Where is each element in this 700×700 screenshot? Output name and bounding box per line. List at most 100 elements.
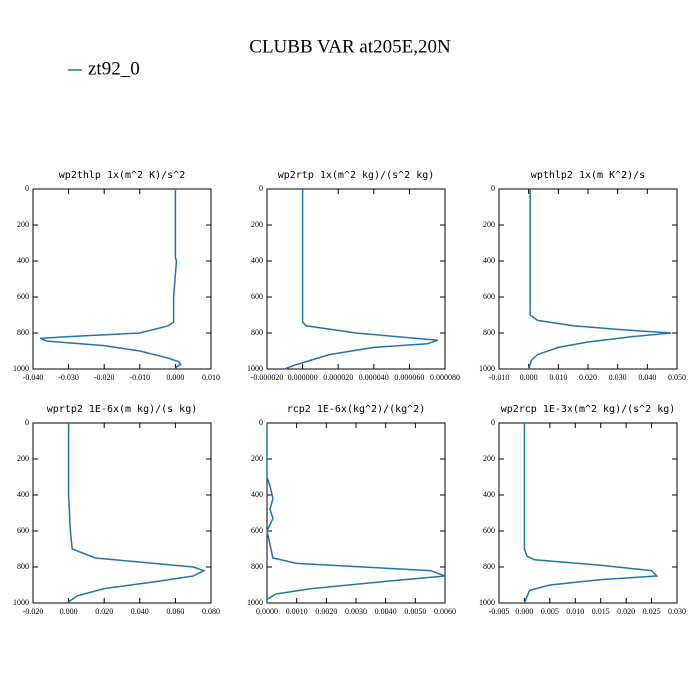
profile-line <box>523 423 659 604</box>
plot-frame <box>32 188 212 370</box>
x-tick-label: -0.040 <box>23 373 44 382</box>
x-tick-label: 0.005 <box>541 607 559 616</box>
x-tick-label: 0.000060 <box>394 373 424 382</box>
y-tick-label: 200 <box>251 454 263 463</box>
x-tick-label: 0.0040 <box>375 607 397 616</box>
x-tick-label: 0.050 <box>668 373 686 382</box>
x-tick-label: 0.000 <box>166 373 184 382</box>
y-tick-label: 800 <box>251 562 263 571</box>
y-tick-label: 400 <box>483 490 495 499</box>
panel: wp2thlp 1x(m^2 K)/s^2 -0.040 -0.030 -0.020 -… <box>13 170 220 382</box>
plot-frame <box>498 422 678 604</box>
y-tick-label: 0 <box>25 184 29 193</box>
x-tick-label: 0.060 <box>166 607 184 616</box>
x-tick-label: 0.020 <box>579 373 597 382</box>
x-tick-label: 0.000000 <box>288 373 318 382</box>
x-tick-label: 0.0000 <box>256 607 278 616</box>
y-tick-label: 1000 <box>247 364 263 373</box>
y-tick-label: 200 <box>483 220 495 229</box>
panel-title: wp2rcp 1E-3x(m^2 kg)/(s^2 kg) <box>501 404 676 415</box>
x-tick-label: 0.015 <box>592 607 610 616</box>
x-tick-label: -0.020 <box>94 373 115 382</box>
y-tick-label: 200 <box>251 220 263 229</box>
y-tick-label: 0 <box>259 184 263 193</box>
x-tick-label: 0.000 <box>520 373 538 382</box>
y-tick-label: 0 <box>491 418 495 427</box>
x-tick-label: 0.0030 <box>345 607 367 616</box>
y-tick-label: 400 <box>251 490 263 499</box>
panel-title: wp2rtp 1x(m^2 kg)/(s^2 kg) <box>278 170 435 181</box>
y-tick-label: 800 <box>17 328 29 337</box>
x-tick-label: 0.020 <box>95 607 113 616</box>
profile-line <box>266 423 446 603</box>
profile-line <box>527 189 672 370</box>
y-tick-label: 800 <box>483 328 495 337</box>
x-tick-label: 0.010 <box>566 607 584 616</box>
legend-label: zt92_0 <box>88 58 140 79</box>
y-tick-label: 0 <box>491 184 495 193</box>
x-tick-label: -0.030 <box>58 373 79 382</box>
y-tick-label: 0 <box>25 418 29 427</box>
x-tick-label: 0.040 <box>131 607 149 616</box>
x-tick-label: 0.025 <box>643 607 661 616</box>
x-tick-label: 0.000080 <box>430 373 460 382</box>
plot-frame <box>32 422 212 604</box>
x-tick-label: 0.000 <box>515 607 533 616</box>
y-tick-label: 1000 <box>479 364 495 373</box>
y-tick-label: 600 <box>251 526 263 535</box>
x-tick-label: 0.040 <box>638 373 656 382</box>
panel: rcp2 1E-6x(kg^2)/(kg^2) 0.0000 0.0010 0.002… <box>247 404 456 616</box>
panel-title: rcp2 1E-6x(kg^2)/(kg^2) <box>287 404 425 415</box>
y-tick-label: 200 <box>17 454 29 463</box>
y-tick-label: 600 <box>251 292 263 301</box>
x-tick-label: -0.000020 <box>251 373 284 382</box>
y-tick-label: 200 <box>17 220 29 229</box>
panel-title: wprtp2 1E-6x(m kg)/(s kg) <box>47 404 198 415</box>
y-tick-label: 800 <box>17 562 29 571</box>
x-tick-label: 0.000 <box>60 607 78 616</box>
x-tick-label: 0.020 <box>617 607 635 616</box>
y-tick-label: 1000 <box>479 598 495 607</box>
y-tick-label: 600 <box>17 292 29 301</box>
plot-frame <box>266 188 446 370</box>
profile-line <box>284 189 439 370</box>
x-tick-label: 0.000040 <box>359 373 389 382</box>
panel: wprtp2 1E-6x(m kg)/(s kg) -0.020 0.000 0.02… <box>13 404 220 616</box>
x-tick-label: 0.0020 <box>315 607 337 616</box>
x-tick-label: -0.010 <box>129 373 150 382</box>
x-tick-label: 0.010 <box>549 373 567 382</box>
profile-line <box>66 423 206 604</box>
x-tick-label: 0.0050 <box>404 607 426 616</box>
y-tick-label: 400 <box>483 256 495 265</box>
x-tick-label: -0.010 <box>489 373 510 382</box>
y-tick-label: 800 <box>251 328 263 337</box>
y-tick-label: 600 <box>483 292 495 301</box>
panel: wp2rcp 1E-3x(m^2 kg)/(s^2 kg) -0.005 0.000… <box>479 404 686 616</box>
x-tick-label: 0.030 <box>609 373 627 382</box>
panel-title: wp2thlp 1x(m^2 K)/s^2 <box>59 170 185 181</box>
y-tick-label: 600 <box>483 526 495 535</box>
x-tick-label: 0.000020 <box>323 373 353 382</box>
panel: wp2rtp 1x(m^2 kg)/(s^2 kg) -0.000020 0.000… <box>247 170 460 382</box>
x-tick-label: 0.080 <box>202 607 220 616</box>
x-tick-label: 0.0060 <box>434 607 456 616</box>
y-tick-label: 400 <box>17 256 29 265</box>
y-tick-label: 400 <box>251 256 263 265</box>
panel: wpthlp2 1x(m K^2)/s -0.010 0.000 0.010 0.020… <box>479 170 686 382</box>
x-tick-label: 0.010 <box>202 373 220 382</box>
y-tick-label: 400 <box>17 490 29 499</box>
y-tick-label: 0 <box>259 418 263 427</box>
y-tick-label: 600 <box>17 526 29 535</box>
y-tick-label: 1000 <box>13 598 29 607</box>
x-tick-label: 0.030 <box>668 607 686 616</box>
y-tick-label: 1000 <box>13 364 29 373</box>
x-tick-label: -0.005 <box>489 607 510 616</box>
profile-line <box>39 189 182 370</box>
x-tick-label: -0.020 <box>23 607 44 616</box>
y-tick-label: 200 <box>483 454 495 463</box>
plot-frame <box>266 422 446 604</box>
x-tick-label: 0.0010 <box>286 607 308 616</box>
panel-title: wpthlp2 1x(m K^2)/s <box>531 170 645 181</box>
figure-title: CLUBB VAR at205E,20N <box>249 36 451 57</box>
